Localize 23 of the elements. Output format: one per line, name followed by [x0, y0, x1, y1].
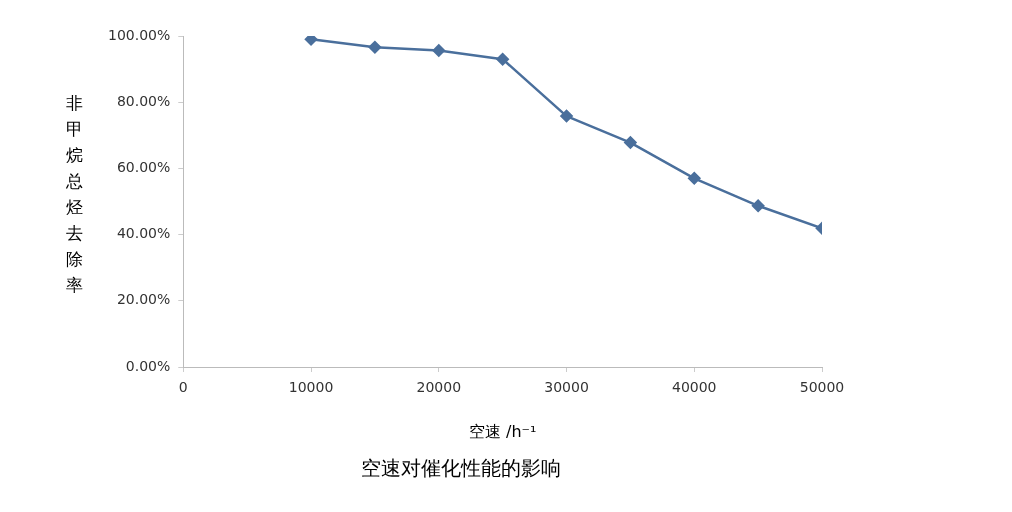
point	[304, 36, 318, 46]
point	[688, 172, 701, 185]
x-tick-label: 20000	[416, 379, 462, 396]
point	[496, 52, 509, 66]
y-tick-label: 0.00%	[125, 357, 171, 374]
point	[368, 41, 382, 54]
x-tick-label: 30000	[544, 379, 589, 396]
y-tick-label: 60.00%	[116, 159, 171, 176]
x-tick-label: 0	[178, 379, 188, 396]
point	[751, 199, 765, 213]
x-tick-label: 40000	[671, 379, 717, 396]
x-tick-label: 10000	[288, 379, 334, 396]
text: 空速对催化性能的影响	[361, 456, 561, 481]
point	[432, 44, 446, 57]
x-tick-label: 50000	[799, 379, 845, 396]
point	[624, 136, 637, 149]
x-axis-title: 空速 /h⁻¹	[468, 421, 537, 441]
y-axis-title: 非甲烷总烃去除率	[66, 92, 84, 297]
y-tick-label: 80.00%	[116, 92, 171, 109]
y-tick-label: 20.00%	[116, 291, 171, 308]
point	[560, 109, 573, 123]
y-tick-label: 40.00%	[116, 225, 171, 242]
y-tick-label: 100.00%	[107, 26, 171, 43]
